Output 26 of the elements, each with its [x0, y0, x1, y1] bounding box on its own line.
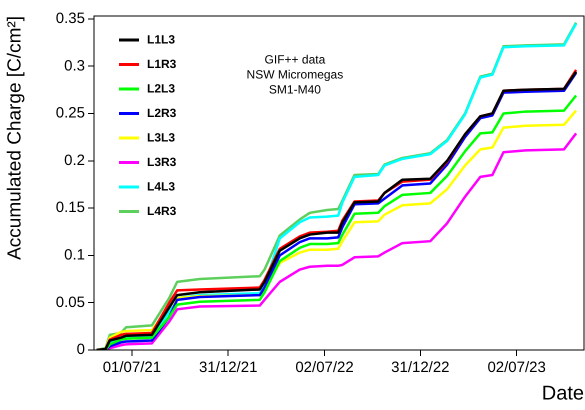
- x-tick-label: 02/07/22: [295, 359, 354, 376]
- legend-label: L2L3: [147, 81, 176, 96]
- x-tick-label: 01/07/21: [102, 359, 162, 376]
- x-tick-label: 02/07/23: [487, 359, 546, 376]
- x-tick-label: 31/12/22: [391, 359, 450, 376]
- legend-label: L2R3: [147, 106, 177, 120]
- y-tick-label: 0.25: [56, 104, 85, 122]
- annotation: SM1-M40: [268, 82, 322, 96]
- y-tick-label: 0.05: [56, 294, 85, 311]
- annotation: NSW Micromegas: [246, 67, 344, 82]
- x-axis-title: Date: [542, 382, 584, 405]
- y-tick-label: 0.15: [56, 199, 85, 216]
- y-tick-label: 0.3: [64, 57, 85, 74]
- legend-label: L1L3: [147, 32, 176, 46]
- y-tick-label: 0.35: [56, 10, 85, 27]
- legend-label: L3R3: [147, 154, 177, 169]
- y-axis-title: Accumulated Charge [C/cm²]: [4, 16, 26, 260]
- y-tick-label: 0: [76, 341, 85, 358]
- legend-label: L3L3: [147, 130, 176, 144]
- legend-label: L1R3: [147, 56, 177, 71]
- y-tick-label: 0.2: [64, 152, 85, 169]
- annotation: GIF++ data: [264, 52, 326, 66]
- x-tick-label: 31/12/21: [199, 359, 258, 376]
- legend-label: L4L3: [147, 179, 176, 194]
- y-tick-label: 0.1: [64, 246, 85, 264]
- legend-label: L4R3: [147, 204, 177, 218]
